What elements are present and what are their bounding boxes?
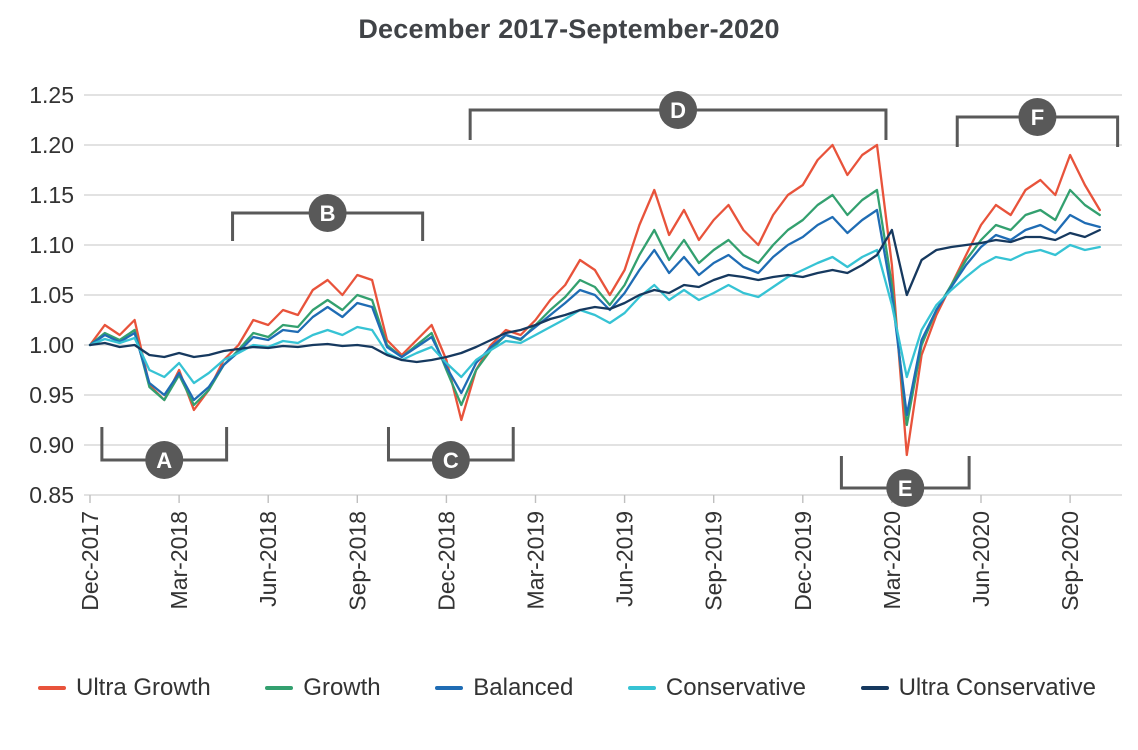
annotation-marker-F xyxy=(1018,98,1057,136)
x-axis-label: Jun-2018 xyxy=(255,511,281,607)
x-axis-label: Sep-2019 xyxy=(701,511,727,611)
legend-label: Ultra Growth xyxy=(76,674,211,701)
legend-label: Ultra Conservative xyxy=(898,674,1096,701)
legend-label: Balanced xyxy=(473,674,574,701)
annotation-label-D: D xyxy=(670,98,686,123)
x-axis-label: Dec-2017 xyxy=(77,511,103,611)
balanced-line-swatch xyxy=(435,686,464,690)
legend-item-ultra-conservative: Ultra Conservative xyxy=(860,674,1096,702)
x-axis-label: Sep-2020 xyxy=(1057,511,1083,611)
y-axis-label: 1.10 xyxy=(29,232,74,258)
annotation-marker-C xyxy=(431,441,470,479)
x-axis-label: Dec-2019 xyxy=(790,511,816,611)
conservative-line-swatch xyxy=(627,686,656,690)
legend-item-growth: Growth xyxy=(265,674,381,702)
chart-title: December 2017-September-2020 xyxy=(358,14,780,44)
ultra-growth-line-swatch xyxy=(38,686,66,690)
annotation-label-F: F xyxy=(1031,105,1044,130)
annotation-marker-D xyxy=(659,91,698,129)
legend-item-ultra-growth: Ultra Growth xyxy=(38,674,211,702)
y-axis-label: 0.85 xyxy=(29,482,74,508)
x-axis-label: Sep-2018 xyxy=(344,511,370,611)
legend-item-conservative: Conservative xyxy=(627,674,806,702)
annotation-marker-A xyxy=(145,441,184,479)
chart-legend: Ultra Growth Growth Balanced Conservativ… xyxy=(0,658,1138,702)
series-line-balanced xyxy=(88,208,1101,417)
annotation-marker-B xyxy=(308,194,347,232)
y-axis-label: 0.95 xyxy=(29,382,74,408)
annotation-marker-E xyxy=(886,469,925,507)
series-line-ultra-conservative xyxy=(88,228,1101,364)
legend-label: Growth xyxy=(303,674,381,701)
y-axis-label: 1.25 xyxy=(29,82,74,108)
x-axis-label: Jun-2020 xyxy=(968,511,994,607)
annotation-label-A: A xyxy=(156,448,172,473)
y-axis-label: 1.15 xyxy=(29,182,74,208)
y-axis-label: 0.90 xyxy=(29,432,74,458)
x-axis-label: Mar-2018 xyxy=(166,511,192,609)
performance-line-chart: 0.85 0.90 0.95 1.00 1.05 1.10 1.15 1.20 1.25 Dec-… xyxy=(29,82,1122,611)
legend-label: Conservative xyxy=(665,674,806,701)
y-axis-label: 1.00 xyxy=(29,332,74,358)
x-axis-label: Mar-2019 xyxy=(523,511,549,609)
series-line-ultra-growth xyxy=(88,143,1101,457)
growth-line-swatch xyxy=(265,686,294,690)
ultra-conservative-line-swatch xyxy=(860,686,889,690)
annotation-label-B: B xyxy=(320,201,336,226)
annotation-label-E: E xyxy=(898,476,913,501)
x-axis-label: Jun-2019 xyxy=(612,511,638,607)
series-line-conservative xyxy=(88,243,1101,385)
y-axis-label: 1.20 xyxy=(29,132,74,158)
y-axis-label: 1.05 xyxy=(29,282,74,308)
x-axis-label: Mar-2020 xyxy=(879,511,905,609)
x-axis-label: Dec-2018 xyxy=(433,511,459,611)
legend-item-balanced: Balanced xyxy=(435,674,573,702)
annotation-label-C: C xyxy=(443,448,459,473)
